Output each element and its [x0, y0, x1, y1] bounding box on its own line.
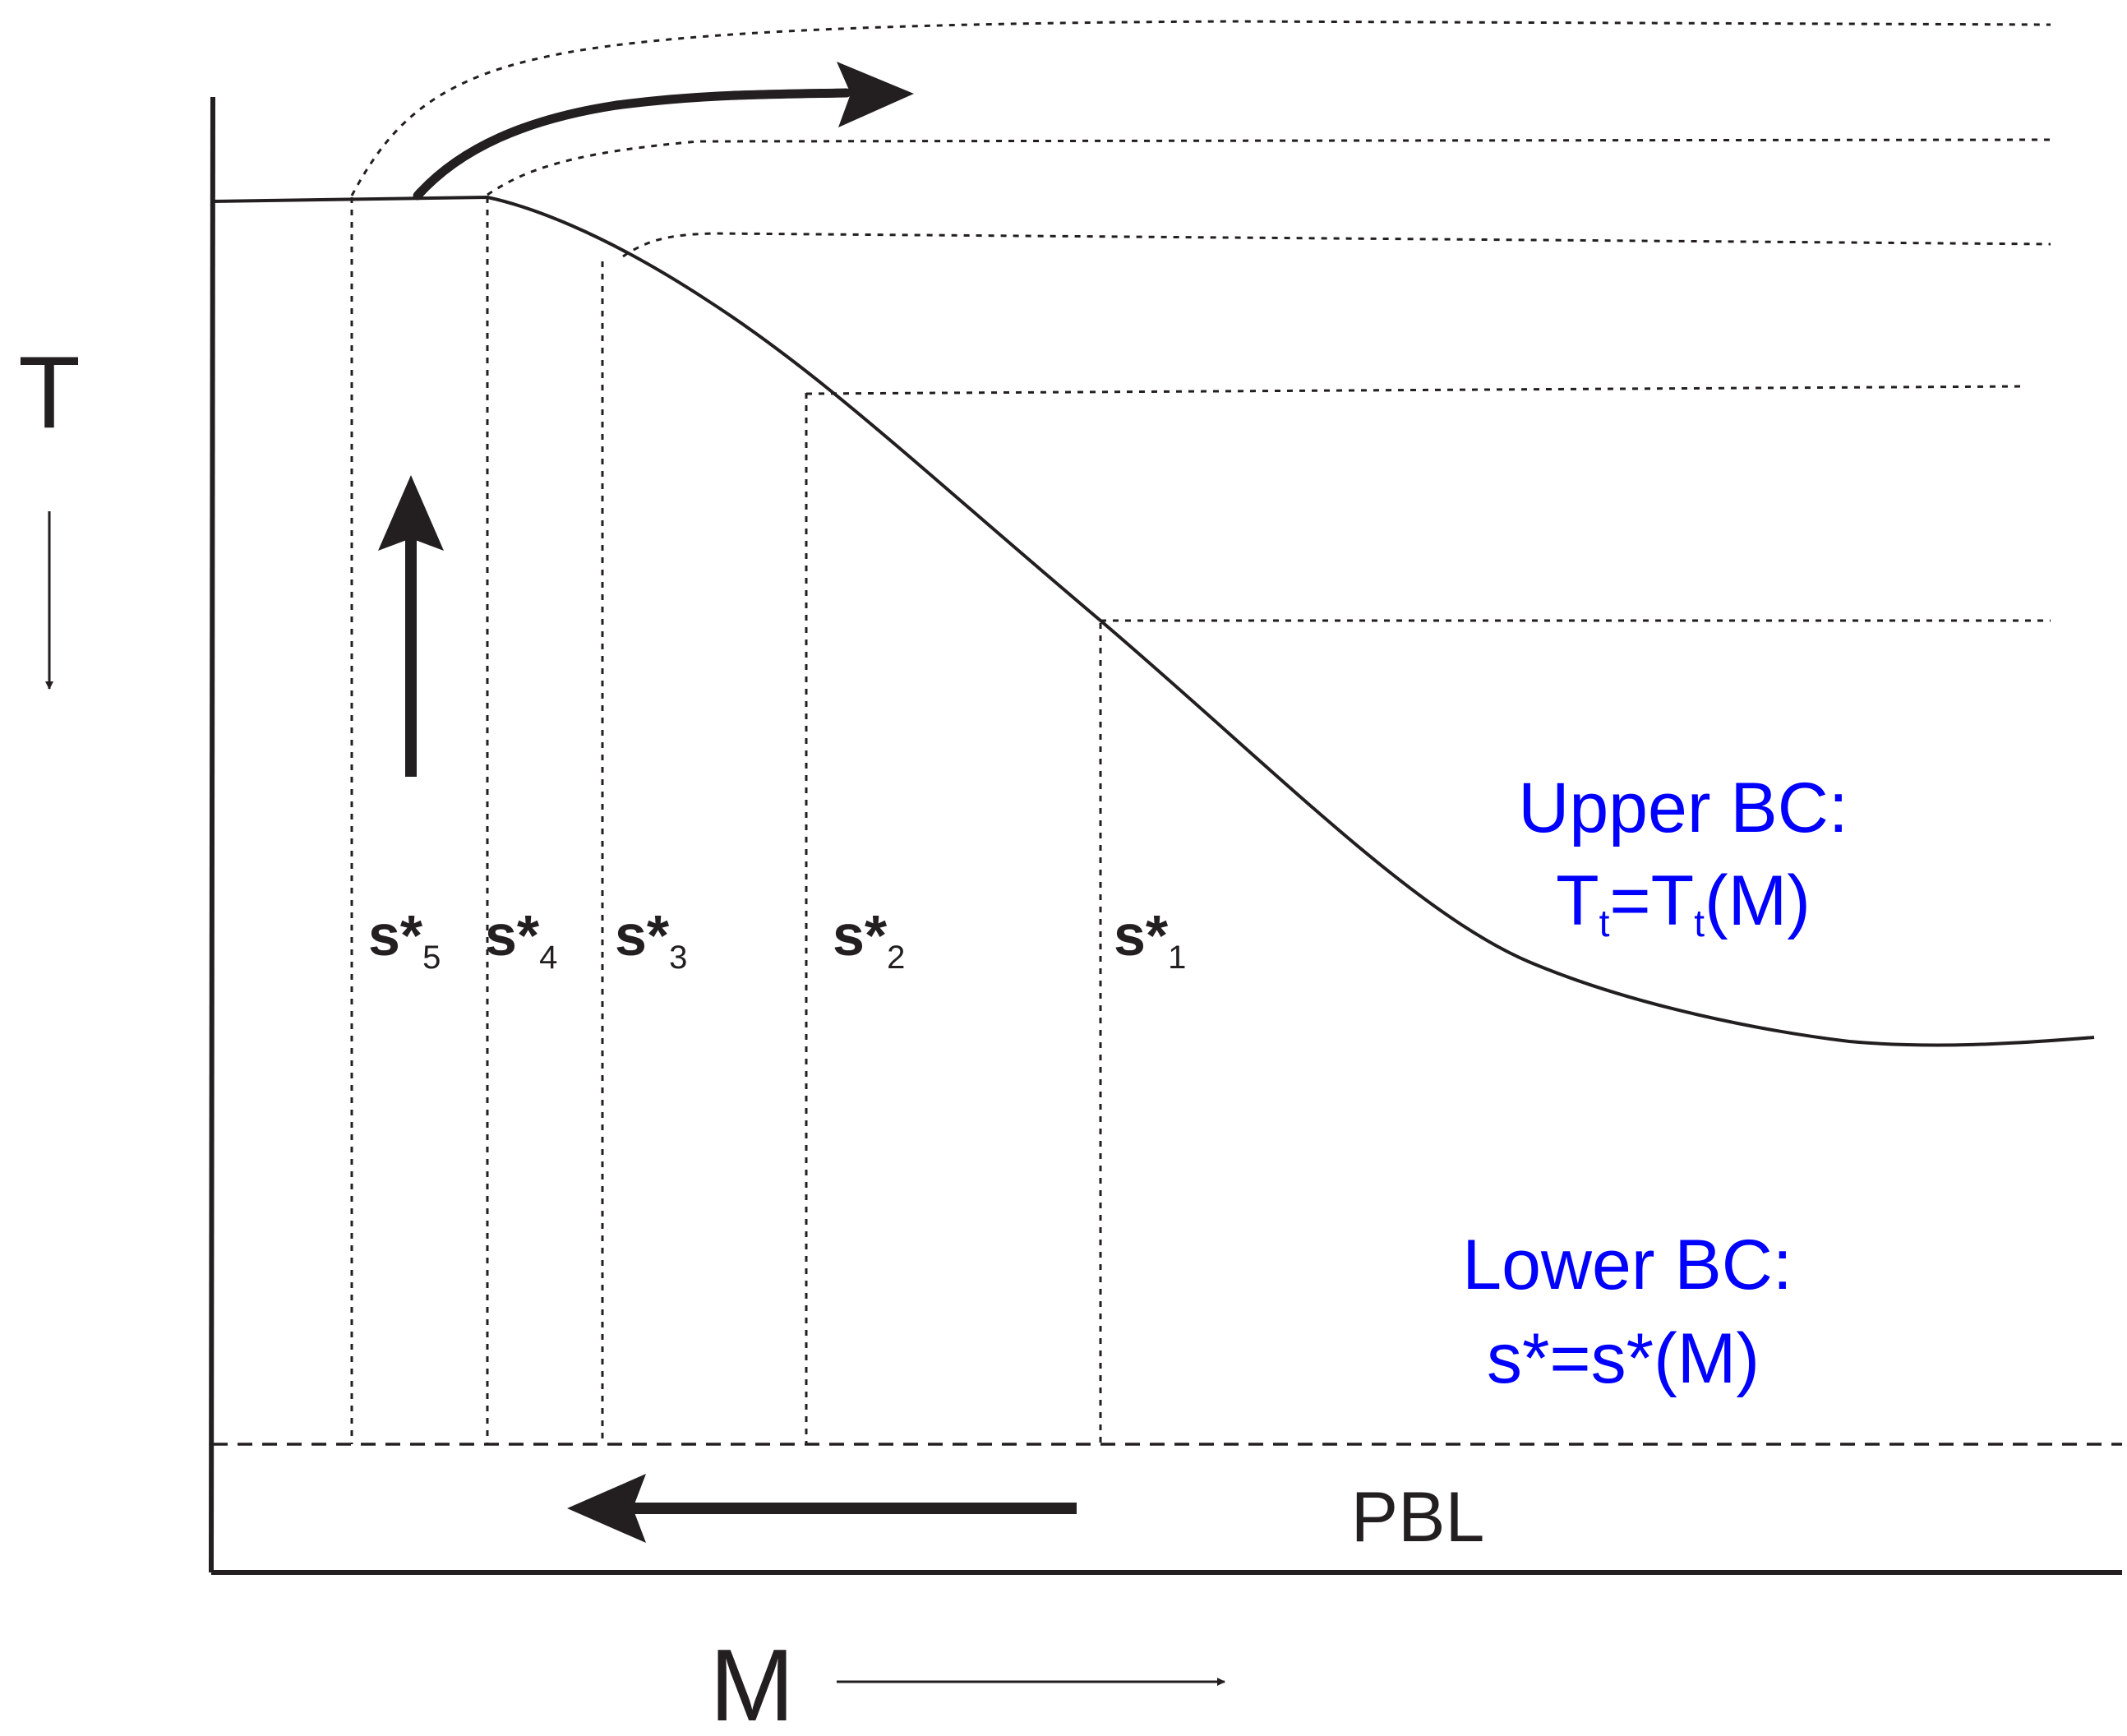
curved-arrow-head	[837, 62, 914, 127]
upper-bc-title: Upper BC:	[1518, 769, 1848, 847]
trajectory-lines	[350, 20, 2051, 622]
station-label-2: s*2	[833, 903, 905, 976]
trajectory-line-2	[805, 385, 2027, 395]
left-arrow-icon	[567, 1474, 1077, 1543]
trajectory-line-4	[487, 138, 2051, 196]
pbl-label: PBL	[1351, 1478, 1485, 1557]
curved-arrow-icon	[413, 62, 914, 201]
station-lines	[350, 197, 1102, 1444]
station-label-5: s*5	[368, 903, 441, 976]
station-label-4: s*4	[485, 903, 557, 976]
trajectory-line-3	[622, 232, 2051, 258]
upper-bc-equation: Tt=Tt(M)	[1556, 861, 1811, 944]
station-label-3: s*3	[615, 903, 687, 976]
lower-bc-equation: s*=s*(M)	[1487, 1319, 1760, 1398]
station-labels: s*5 s*4 s*3 s*2 s*1	[368, 903, 1186, 976]
up-arrow-icon	[378, 475, 444, 777]
lower-bc-title: Lower BC:	[1462, 1226, 1792, 1304]
up-arrow-head	[378, 475, 444, 551]
curved-arrow-shaft	[413, 88, 851, 201]
trajectory-line-5	[350, 20, 2051, 196]
station-label-1: s*1	[1114, 903, 1186, 976]
upper-boundary-curve	[212, 195, 2095, 1047]
left-arrow-head	[567, 1474, 646, 1543]
y-axis	[209, 96, 215, 1573]
t-axis-label: T	[18, 336, 81, 450]
m-axis-label: M	[709, 1629, 794, 1736]
